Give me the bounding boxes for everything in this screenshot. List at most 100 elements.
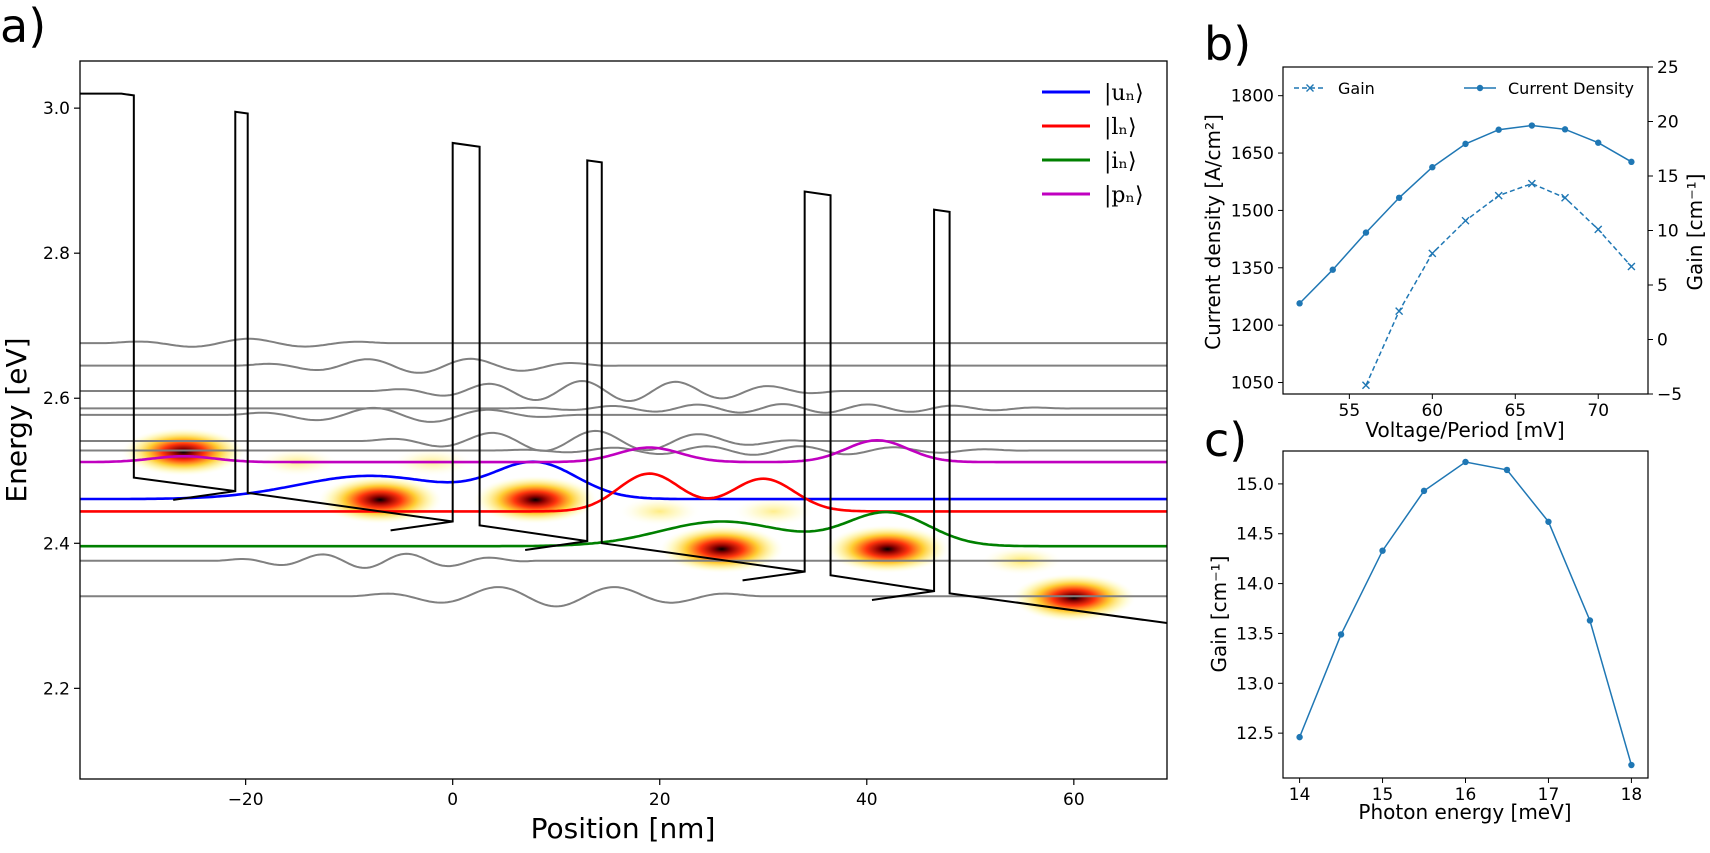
density-blob-0: [121, 427, 246, 476]
x-tick-label: 20: [649, 790, 671, 810]
y-tick-label: 3.0: [43, 99, 70, 119]
panel-a-legend: |uₙ⟩ |lₙ⟩ |iₙ⟩ |pₙ⟩: [1042, 81, 1144, 208]
density-blob-2: [473, 475, 598, 524]
other-state-8: [80, 586, 1167, 608]
y-left-tick-label: 1650: [1231, 144, 1274, 164]
data-point-gain: [1628, 761, 1635, 769]
panel-c-xlabel: Photon energy [meV]: [1358, 800, 1571, 824]
state-i-wavefunction: [80, 510, 1167, 548]
panel-c: c) 14 15 16 17 18 12.5 13.0 13.5 14.0 14.5 15.0 Ph…: [1204, 413, 1649, 824]
y-tick-label: 13.0: [1236, 674, 1274, 694]
legend-label-lower-level: |lₙ⟩: [1104, 115, 1137, 140]
panel-b-ticks: 55 60 65 70 1050 1200 1350 1500 1650 1800 −5 0 5 10 15…: [1231, 58, 1682, 421]
density-blob-7: [619, 497, 700, 526]
other-state-0: [80, 337, 1167, 348]
density-blob-5: [1011, 573, 1136, 622]
data-point-current-density: [1429, 164, 1436, 171]
data-point-current-density: [1528, 122, 1536, 129]
y-tick-label: 12.5: [1236, 724, 1274, 744]
y-tick-label: 14.5: [1236, 525, 1274, 545]
x-tick-label: 14: [1289, 785, 1311, 805]
legend-label-parasitic-level: |pₙ⟩: [1104, 183, 1144, 208]
other-state-7: [80, 552, 1167, 569]
panel-b-frame: [1282, 66, 1649, 395]
data-point-current-density: [1561, 126, 1569, 133]
data-point-gain: [1420, 487, 1428, 495]
other-state-3: [80, 403, 1167, 414]
density-blob-8: [733, 497, 814, 526]
data-point-gain: [1379, 547, 1386, 554]
data-point-current-density: [1329, 266, 1336, 273]
data-point-current-density: [1595, 139, 1602, 146]
panel-a: a) −20 0 20 40 60 2.2 2.4 2.6 2.8 3.0 Position [n…: [0, 0, 1168, 845]
panel-a-ticks: −20 0 20 40 60 2.2 2.4 2.6 2.8 3.0: [43, 99, 1085, 810]
x-tick-label: 0: [447, 790, 458, 810]
other-state-6: [80, 445, 1167, 456]
x-tick-label: 16: [1455, 785, 1477, 805]
other-state-2: [80, 379, 1167, 403]
probability-density-layer: [121, 427, 1136, 622]
panel-b-label: b): [1204, 17, 1251, 71]
y-right-tick-label: 10: [1657, 222, 1679, 242]
panel-b-xlabel: Voltage/Period [mV]: [1365, 418, 1564, 442]
y-right-tick-label: 25: [1657, 58, 1679, 78]
data-point-gain: [1627, 262, 1636, 271]
data-point-current-density: [1395, 194, 1403, 201]
data-point-gain: [1461, 216, 1470, 225]
data-point-gain: [1395, 307, 1404, 316]
series-gain-line: [1298, 461, 1633, 766]
data-point-gain: [1337, 631, 1345, 638]
legend-label-gain: Gain: [1338, 79, 1375, 98]
y-tick-label: 15.0: [1236, 475, 1274, 495]
x-tick-label: −20: [228, 790, 264, 810]
legend-marker-gain: [1306, 84, 1314, 92]
wavefunction-layer: [80, 92, 1167, 625]
panel-c-label: c): [1204, 413, 1247, 467]
other-state-4: [80, 406, 1167, 423]
data-point-current-density: [1628, 158, 1635, 166]
data-point-gain: [1561, 193, 1570, 202]
data-point-current-density: [1462, 140, 1469, 148]
x-tick-label: 60: [1063, 790, 1085, 810]
legend-label-current-density: Current Density: [1508, 79, 1634, 98]
x-tick-label: 18: [1621, 785, 1643, 805]
x-tick-label: 17: [1538, 785, 1560, 805]
panel-c-frame: [1282, 450, 1649, 779]
panel-b-legend: Gain Current Density: [1294, 79, 1634, 98]
state-p-wavefunction: [80, 438, 1167, 464]
y-tick-label: 2.4: [43, 534, 70, 554]
data-point-gain: [1296, 733, 1303, 741]
y-left-tick-label: 1200: [1231, 316, 1274, 336]
y-tick-label: 2.6: [43, 389, 70, 409]
state-l-wavefunction: [80, 472, 1167, 513]
x-tick-label: 60: [1421, 401, 1443, 421]
panel-b-ylabel-left: Current density [A/cm²]: [1201, 114, 1225, 350]
data-point-gain: [1494, 191, 1503, 200]
data-point-gain: [1462, 458, 1469, 466]
y-right-tick-label: 5: [1657, 276, 1668, 296]
panel-c-ticks: 14 15 16 17 18 12.5 13.0 13.5 14.0 14.5 15.0: [1236, 475, 1642, 805]
data-point-current-density: [1296, 300, 1303, 307]
data-point-gain: [1361, 381, 1370, 390]
panel-c-ylabel: Gain [cm⁻¹]: [1207, 555, 1231, 672]
data-point-gain: [1428, 249, 1437, 258]
panel-a-ylabel: Energy [eV]: [0, 337, 33, 502]
y-tick-label: 2.8: [43, 244, 70, 264]
data-point-gain: [1586, 617, 1594, 624]
state-u-wavefunction: [80, 460, 1167, 501]
y-left-tick-label: 1500: [1231, 201, 1274, 221]
panel-a-label: a): [0, 0, 46, 53]
y-right-tick-label: 0: [1657, 331, 1668, 351]
y-tick-label: 14.0: [1236, 575, 1274, 595]
data-point-current-density: [1495, 126, 1502, 133]
y-right-tick-label: 15: [1657, 167, 1679, 187]
y-left-tick-label: 1350: [1231, 259, 1274, 279]
panel-a-frame: [79, 60, 1168, 780]
panel-c-plot: [1296, 458, 1635, 769]
y-right-tick-label: −5: [1657, 385, 1682, 405]
data-point-gain: [1503, 466, 1511, 474]
panel-b-ylabel-right: Gain [cm⁻¹]: [1683, 173, 1707, 290]
x-tick-label: 40: [856, 790, 878, 810]
y-tick-label: 13.5: [1236, 624, 1274, 644]
y-tick-label: 2.2: [43, 679, 70, 699]
